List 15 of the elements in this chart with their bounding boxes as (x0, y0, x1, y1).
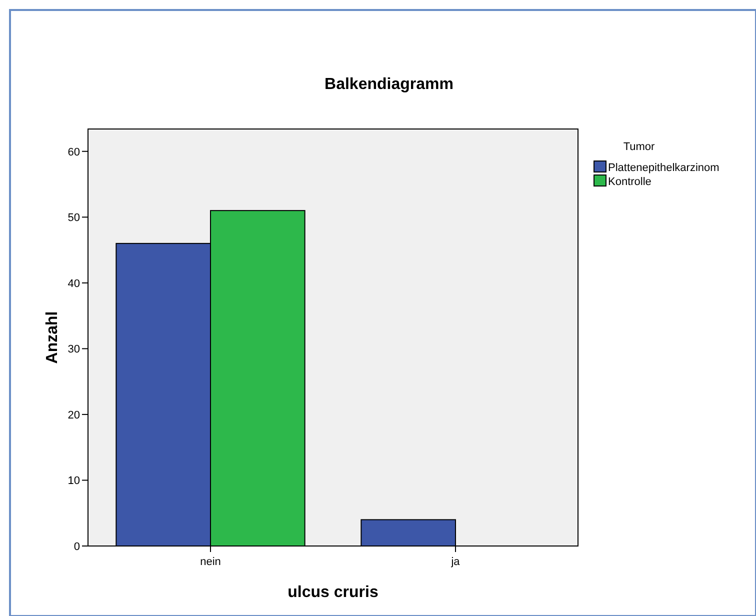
chart-title: Balkendiagramm (324, 76, 454, 93)
x-tick-label: ja (450, 556, 461, 568)
legend-label: Plattenepithelkarzinom (608, 162, 720, 174)
x-axis-title: ulcus cruris (288, 584, 378, 601)
y-tick-label: 0 (74, 541, 80, 553)
y-tick-label: 50 (68, 212, 80, 224)
y-tick-label: 10 (68, 475, 80, 488)
y-tick-label: 40 (68, 278, 80, 290)
y-tick-label: 20 (68, 409, 80, 422)
legend-label: Kontrolle (608, 176, 652, 188)
y-tick-label: 60 (68, 146, 80, 158)
x-tick-label: nein (200, 556, 221, 568)
y-axis-title: Anzahl (44, 311, 61, 364)
legend-title: Tumor (623, 141, 656, 153)
y-tick-label: 30 (68, 344, 80, 356)
